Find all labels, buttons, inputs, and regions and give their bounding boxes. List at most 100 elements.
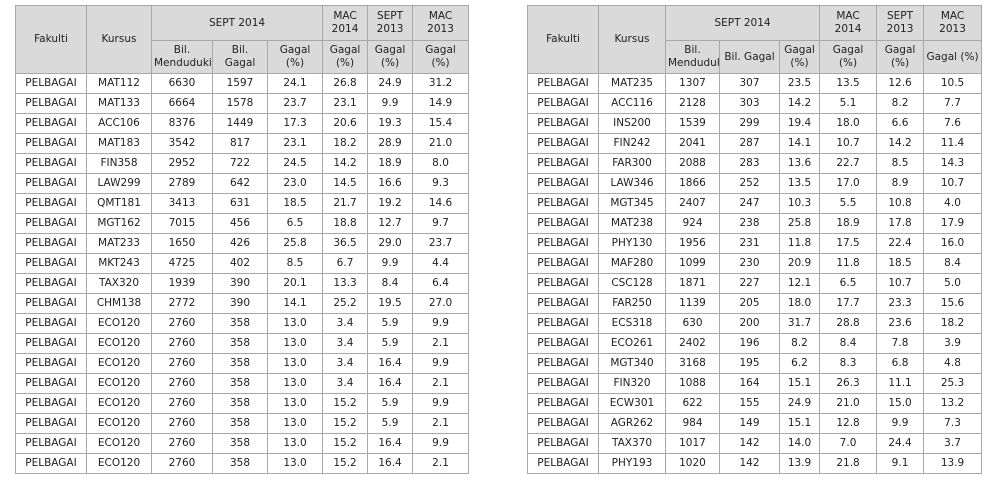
data-cell: PELBAGAI xyxy=(15,413,87,434)
data-cell: 13.0 xyxy=(266,433,324,454)
data-cell: 18.2 xyxy=(322,133,369,154)
data-cell: 18.5 xyxy=(876,253,925,274)
data-cell: 9.9 xyxy=(367,93,414,114)
data-cell: 18.8 xyxy=(322,213,369,234)
data-cell: 15.1 xyxy=(778,373,821,394)
data-cell: MAT235 xyxy=(598,73,666,94)
data-cell: 8.5 xyxy=(266,253,324,274)
data-cell: PELBAGAI xyxy=(15,73,87,94)
data-cell: 31.2 xyxy=(412,73,470,94)
data-cell: 21.0 xyxy=(412,133,470,154)
subheader-cell: Bil. Menduduki xyxy=(151,40,213,74)
data-cell: MAT233 xyxy=(86,233,152,254)
subheader-cell: Gagal (%) xyxy=(923,40,983,74)
data-cell: 3.4 xyxy=(322,313,369,334)
data-cell: 307 xyxy=(719,73,780,94)
data-cell: ECO120 xyxy=(86,453,152,474)
data-cell: 5.9 xyxy=(367,413,414,434)
data-cell: 3.9 xyxy=(923,333,983,354)
data-cell: 6.8 xyxy=(876,353,925,374)
data-cell: PELBAGAI xyxy=(527,433,599,454)
data-cell: 17.7 xyxy=(819,293,878,314)
data-cell: 10.7 xyxy=(923,173,983,194)
data-row: PELBAGAI ECS318 630 200 31.7 28.8 23.6 18.2 xyxy=(527,313,983,334)
data-cell: 14.9 xyxy=(412,93,470,114)
data-cell: 631 xyxy=(212,193,268,214)
data-cell: MAF280 xyxy=(598,253,666,274)
data-cell: 5.0 xyxy=(923,273,983,294)
data-cell: 358 xyxy=(212,433,268,454)
data-cell: CSC128 xyxy=(598,273,666,294)
data-row: PELBAGAI TAX320 1939 390 20.1 13.3 8.4 6.4 xyxy=(15,273,470,294)
data-cell: 142 xyxy=(719,453,780,474)
subheader-cell: Gagal (%) xyxy=(367,40,414,74)
data-cell: 3168 xyxy=(665,353,720,374)
data-cell: TAX370 xyxy=(598,433,666,454)
data-cell: MAT133 xyxy=(86,93,152,114)
data-cell: 6.5 xyxy=(266,213,324,234)
data-cell: PELBAGAI xyxy=(527,173,599,194)
data-cell: 13.0 xyxy=(266,373,324,394)
data-cell: 1650 xyxy=(151,233,213,254)
data-cell: 817 xyxy=(212,133,268,154)
data-cell: PELBAGAI xyxy=(527,453,599,474)
data-cell: 14.2 xyxy=(876,133,925,154)
data-cell: 2402 xyxy=(665,333,720,354)
data-cell: 2.1 xyxy=(412,413,470,434)
data-cell: 23.7 xyxy=(412,233,470,254)
data-cell: 8.3 xyxy=(819,353,878,374)
data-cell: PELBAGAI xyxy=(527,273,599,294)
data-cell: 358 xyxy=(212,373,268,394)
data-cell: LAW346 xyxy=(598,173,666,194)
data-row: PELBAGAI LAW346 1866 252 13.5 17.0 8.9 10.7 xyxy=(527,173,983,194)
data-cell: 8.0 xyxy=(412,153,470,174)
data-row: PELBAGAI MAT235 1307 307 23.5 13.5 12.6 10.5 xyxy=(527,73,983,94)
data-cell: 9.7 xyxy=(412,213,470,234)
data-cell: 16.6 xyxy=(367,173,414,194)
data-row: PELBAGAI FAR250 1139 205 18.0 17.7 23.3 15.6 xyxy=(527,293,983,314)
data-cell: QMT181 xyxy=(86,193,152,214)
header-cell: MAC 2013 xyxy=(923,5,983,41)
data-cell: 24.5 xyxy=(266,153,324,174)
data-cell: PELBAGAI xyxy=(527,393,599,414)
data-cell: 15.2 xyxy=(322,413,369,434)
data-cell: 16.4 xyxy=(367,453,414,474)
data-cell: PELBAGAI xyxy=(15,453,87,474)
data-cell: 13.5 xyxy=(819,73,878,94)
data-cell: 24.9 xyxy=(778,393,821,414)
header-cell: MAC 2013 xyxy=(412,5,470,41)
subheader-cell: Gagal (%) xyxy=(322,40,369,74)
data-cell: 11.4 xyxy=(923,133,983,154)
data-cell: 1099 xyxy=(665,253,720,274)
data-cell: 2760 xyxy=(151,453,213,474)
data-cell: ECS318 xyxy=(598,313,666,334)
data-row: PELBAGAI PHY193 1020 142 13.9 21.8 9.1 13.9 xyxy=(527,453,983,474)
data-cell: 8376 xyxy=(151,113,213,134)
data-cell: FIN242 xyxy=(598,133,666,154)
data-cell: 2952 xyxy=(151,153,213,174)
data-cell: 3542 xyxy=(151,133,213,154)
data-cell: 1578 xyxy=(212,93,268,114)
data-cell: 3.4 xyxy=(322,353,369,374)
data-row: PELBAGAI ECO120 2760 358 13.0 15.2 16.4 9.9 xyxy=(15,433,470,454)
data-cell: PELBAGAI xyxy=(527,313,599,334)
data-cell: 36.5 xyxy=(322,233,369,254)
subheader-cell: Gagal (%) xyxy=(778,40,821,74)
data-row: PELBAGAI ACC116 2128 303 14.2 5.1 8.2 7.7 xyxy=(527,93,983,114)
data-cell: 13.0 xyxy=(266,413,324,434)
data-cell: 17.0 xyxy=(819,173,878,194)
data-cell: 303 xyxy=(719,93,780,114)
data-cell: PELBAGAI xyxy=(15,213,87,234)
data-cell: INS200 xyxy=(598,113,666,134)
data-cell: 18.9 xyxy=(367,153,414,174)
data-cell: 6.7 xyxy=(322,253,369,274)
data-cell: 287 xyxy=(719,133,780,154)
data-row: PELBAGAI ECO120 2760 358 13.0 3.4 16.4 2.1 xyxy=(15,373,470,394)
data-cell: 16.4 xyxy=(367,433,414,454)
data-cell: 8.9 xyxy=(876,173,925,194)
data-cell: 24.4 xyxy=(876,433,925,454)
data-row: PELBAGAI QMT181 3413 631 18.5 21.7 19.2 14.6 xyxy=(15,193,470,214)
data-cell: ACC106 xyxy=(86,113,152,134)
